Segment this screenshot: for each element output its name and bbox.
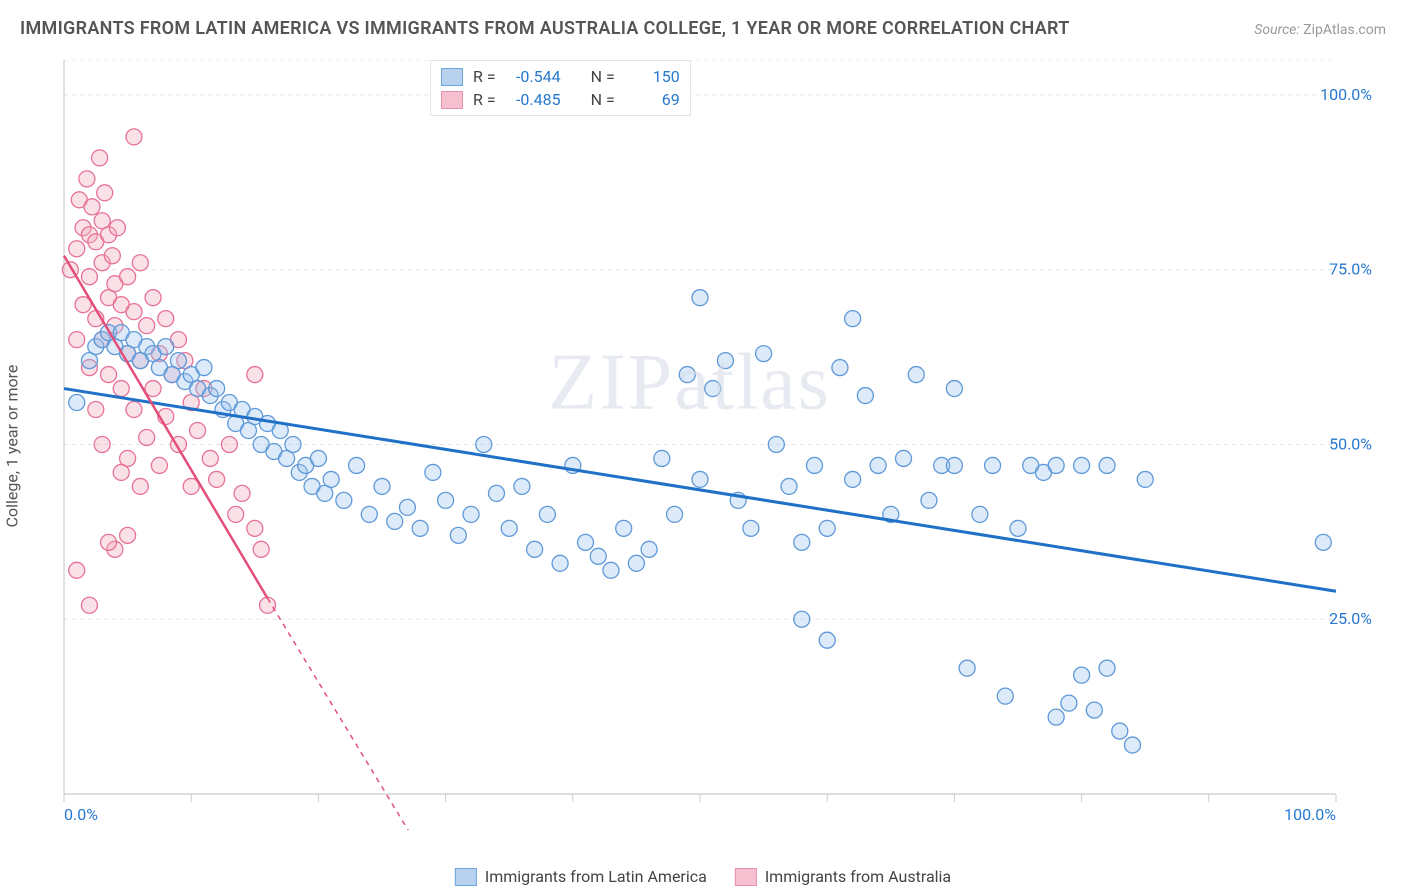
- stats-row-australia: R = -0.485 N = 69: [441, 88, 680, 111]
- y-axis-label: College, 1 year or more: [3, 365, 22, 528]
- chart-area: 25.0%50.0%75.0%100.0%0.0%100.0% ZIPatlas: [56, 60, 1376, 830]
- r-label: R =: [473, 90, 496, 109]
- n-label: N =: [591, 90, 615, 109]
- source-label: Source:: [1254, 22, 1299, 38]
- chart-title: IMMIGRANTS FROM LATIN AMERICA VS IMMIGRA…: [20, 18, 1070, 39]
- svg-text:0.0%: 0.0%: [64, 805, 98, 824]
- r-label: R =: [473, 67, 496, 86]
- source-attribution: Source: ZipAtlas.com: [1254, 22, 1386, 38]
- svg-text:25.0%: 25.0%: [1329, 609, 1372, 628]
- legend-label-latin: Immigrants from Latin America: [485, 867, 707, 886]
- svg-text:100.0%: 100.0%: [1284, 805, 1336, 824]
- n-value-australia: 69: [625, 90, 680, 109]
- swatch-australia: [735, 868, 757, 886]
- legend-item-latin: Immigrants from Latin America: [455, 867, 707, 886]
- scatter-chart-svg: 25.0% 50.0% 75.0% 100.0% 0.0% 100.0%: [56, 60, 1376, 830]
- swatch-latin: [455, 868, 477, 886]
- r-value-latin: -0.544: [506, 67, 561, 86]
- legend-label-australia: Immigrants from Australia: [765, 867, 951, 886]
- swatch-latin: [441, 68, 463, 86]
- n-label: N =: [591, 67, 615, 86]
- n-value-latin: 150: [625, 67, 680, 86]
- bottom-legend: Immigrants from Latin America Immigrants…: [455, 867, 951, 886]
- svg-text:50.0%: 50.0%: [1329, 434, 1372, 453]
- r-value-australia: -0.485: [506, 90, 561, 109]
- correlation-stats-box: R = -0.544 N = 150 R = -0.485 N = 69: [430, 60, 691, 116]
- svg-text:75.0%: 75.0%: [1329, 260, 1372, 279]
- stats-row-latin: R = -0.544 N = 150: [441, 65, 680, 88]
- swatch-australia: [441, 91, 463, 109]
- svg-text:100.0%: 100.0%: [1320, 85, 1372, 104]
- source-value: ZipAtlas.com: [1303, 22, 1386, 38]
- legend-item-australia: Immigrants from Australia: [735, 867, 951, 886]
